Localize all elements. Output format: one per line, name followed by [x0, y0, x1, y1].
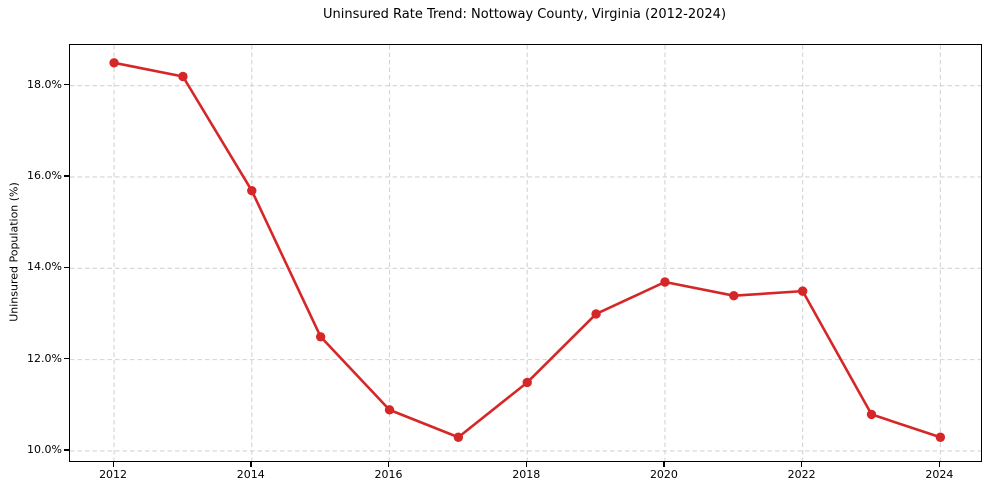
data-point-2019 [591, 309, 601, 319]
data-point-2015 [315, 332, 326, 342]
data-point-2016 [384, 405, 395, 415]
data-point-2023 [866, 409, 877, 420]
data-point-2014 [247, 185, 257, 196]
x-tick-mark [663, 461, 665, 467]
x-tick-mark [112, 461, 114, 467]
data-point-2012 [109, 58, 119, 68]
data-point-2022 [797, 286, 808, 296]
data-point-2018 [522, 377, 532, 388]
data-point-2013 [178, 71, 188, 82]
y-tick-mark [64, 358, 69, 360]
y-tick-mark [64, 266, 69, 269]
y-tick-mark [64, 449, 69, 451]
x-tick-mark [801, 461, 803, 467]
chart-title: Uninsured Rate Trend: Nottoway County, V… [322, 7, 727, 22]
x-tick-mark [250, 461, 252, 467]
x-tick-mark [525, 461, 528, 467]
y-tick-label-12: 12.0% [27, 351, 62, 365]
x-tick-label-2024: 2024 [925, 468, 954, 481]
data-point-2017 [453, 432, 464, 442]
x-tick-label-2012: 2012 [99, 468, 128, 481]
y-tick-label-10: 10.0% [27, 442, 62, 456]
y-tick-label-18: 18.0% [27, 77, 62, 91]
y-tick-label-16: 16.0% [27, 168, 62, 182]
x-tick-label-2022: 2022 [787, 468, 816, 481]
data-point-2021 [729, 291, 739, 301]
plot-area [69, 44, 982, 462]
x-tick-label-2020: 2020 [649, 468, 678, 481]
y-axis-label: Uninsured Population (%) [7, 182, 21, 322]
x-tick-label-2016: 2016 [374, 468, 403, 481]
x-tick-mark [388, 461, 390, 467]
x-tick-label-2018: 2018 [512, 468, 541, 481]
y-tick-label-14: 14.0% [27, 260, 62, 274]
line-chart-svg [70, 45, 981, 461]
x-tick-mark [938, 461, 941, 467]
y-tick-mark [64, 175, 69, 177]
data-point-2020 [660, 277, 670, 287]
y-tick-mark [64, 84, 69, 86]
x-tick-label-2014: 2014 [236, 468, 265, 481]
data-point-2024 [935, 432, 946, 442]
